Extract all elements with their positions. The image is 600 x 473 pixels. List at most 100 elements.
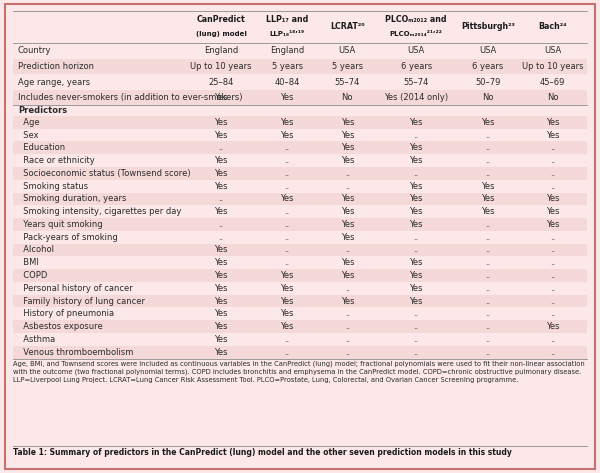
Bar <box>13 105 587 116</box>
Text: PLCOₘ₂₀₁₄²¹’²²: PLCOₘ₂₀₁₄²¹’²² <box>390 31 443 37</box>
Text: Yes: Yes <box>409 118 423 127</box>
Text: Yes: Yes <box>214 182 228 191</box>
Text: ..: .. <box>284 348 290 357</box>
Text: BMI: BMI <box>18 258 39 267</box>
Text: Yes: Yes <box>214 335 228 344</box>
Text: Yes: Yes <box>214 297 228 306</box>
Text: Yes: Yes <box>409 182 423 191</box>
Text: Yes: Yes <box>214 245 228 254</box>
Text: ..: .. <box>550 297 555 306</box>
Text: 45–69: 45–69 <box>539 78 565 87</box>
Text: ..: .. <box>550 169 555 178</box>
Bar <box>13 43 587 59</box>
Text: ..: .. <box>344 309 350 318</box>
Text: Yes: Yes <box>280 309 294 318</box>
Text: ..: .. <box>284 335 290 344</box>
Text: Bach²⁴: Bach²⁴ <box>538 22 566 32</box>
Text: ..: .. <box>485 348 490 357</box>
Text: ..: .. <box>284 182 290 191</box>
Text: Personal history of cancer: Personal history of cancer <box>18 284 133 293</box>
Text: Yes: Yes <box>481 207 494 216</box>
Text: ..: .. <box>413 131 419 140</box>
Text: No: No <box>547 93 558 102</box>
Text: Yes: Yes <box>545 194 559 203</box>
Text: Yes: Yes <box>409 143 423 152</box>
Text: 6 years: 6 years <box>401 62 432 71</box>
Text: ..: .. <box>413 169 419 178</box>
Text: ..: .. <box>284 220 290 229</box>
Text: ..: .. <box>550 156 555 165</box>
Text: Prediction horizon: Prediction horizon <box>18 62 94 71</box>
Text: 40–84: 40–84 <box>274 78 300 87</box>
Text: Yes: Yes <box>545 131 559 140</box>
Text: Yes: Yes <box>409 220 423 229</box>
Text: Yes: Yes <box>341 207 354 216</box>
Text: 5 years: 5 years <box>332 62 363 71</box>
Text: ..: .. <box>344 245 350 254</box>
Text: Alcohol: Alcohol <box>18 245 54 254</box>
Text: ..: .. <box>413 309 419 318</box>
Text: ..: .. <box>485 233 490 242</box>
Text: Includes never-smokers (in addition to ever-smokers): Includes never-smokers (in addition to e… <box>18 93 242 102</box>
Text: Up to 10 years: Up to 10 years <box>521 62 583 71</box>
Text: ..: .. <box>550 143 555 152</box>
Text: ..: .. <box>344 335 350 344</box>
Text: Yes: Yes <box>545 118 559 127</box>
Text: ..: .. <box>284 233 290 242</box>
Text: ..: .. <box>284 258 290 267</box>
Text: Yes: Yes <box>545 322 559 331</box>
Text: Pack-years of smoking: Pack-years of smoking <box>18 233 118 242</box>
Bar <box>13 59 587 74</box>
Text: ..: .. <box>485 169 490 178</box>
Text: Predictors: Predictors <box>18 106 67 115</box>
Bar <box>13 282 587 295</box>
Text: Age, BMI, and Townsend scores were included as continuous variables in the CanPr: Age, BMI, and Townsend scores were inclu… <box>13 360 585 383</box>
Text: Yes: Yes <box>341 220 354 229</box>
Text: COPD: COPD <box>18 271 47 280</box>
Text: Yes (2014 only): Yes (2014 only) <box>384 93 448 102</box>
Text: Smoking duration, years: Smoking duration, years <box>18 194 127 203</box>
Text: History of pneumonia: History of pneumonia <box>18 309 114 318</box>
Text: Yes: Yes <box>409 156 423 165</box>
Text: Yes: Yes <box>214 309 228 318</box>
Text: 25–84: 25–84 <box>208 78 234 87</box>
Bar <box>13 269 587 282</box>
Text: Country: Country <box>18 46 52 55</box>
Text: Yes: Yes <box>481 118 494 127</box>
Text: ..: .. <box>413 233 419 242</box>
Bar <box>13 154 587 167</box>
Text: USA: USA <box>407 46 425 55</box>
Text: No: No <box>482 93 494 102</box>
Text: ..: .. <box>284 156 290 165</box>
Bar <box>13 205 587 218</box>
Text: Venous thromboembolism: Venous thromboembolism <box>18 348 133 357</box>
Text: ..: .. <box>485 220 490 229</box>
Text: Yes: Yes <box>341 156 354 165</box>
Text: Yes: Yes <box>341 118 354 127</box>
Text: Yes: Yes <box>280 297 294 306</box>
Text: ..: .. <box>485 322 490 331</box>
Text: Yes: Yes <box>341 297 354 306</box>
Text: Yes: Yes <box>280 284 294 293</box>
Text: ..: .. <box>485 309 490 318</box>
Text: Family history of lung cancer: Family history of lung cancer <box>18 297 145 306</box>
Text: ..: .. <box>485 271 490 280</box>
Text: LLP₁₈¹⁸’¹⁹: LLP₁₈¹⁸’¹⁹ <box>269 31 305 37</box>
Text: ..: .. <box>284 245 290 254</box>
Text: ..: .. <box>550 284 555 293</box>
Text: Yes: Yes <box>214 156 228 165</box>
Text: Yes: Yes <box>280 131 294 140</box>
Bar <box>13 90 587 105</box>
Text: ..: .. <box>485 245 490 254</box>
Text: ..: .. <box>284 143 290 152</box>
Text: ..: .. <box>550 182 555 191</box>
Text: Yes: Yes <box>341 233 354 242</box>
Text: Yes: Yes <box>214 284 228 293</box>
Text: Yes: Yes <box>341 271 354 280</box>
Text: ..: .. <box>218 194 224 203</box>
Text: Yes: Yes <box>341 194 354 203</box>
Text: Pittsburgh²³: Pittsburgh²³ <box>461 22 515 32</box>
Text: Yes: Yes <box>214 348 228 357</box>
Bar <box>13 74 587 90</box>
Bar <box>13 180 587 193</box>
